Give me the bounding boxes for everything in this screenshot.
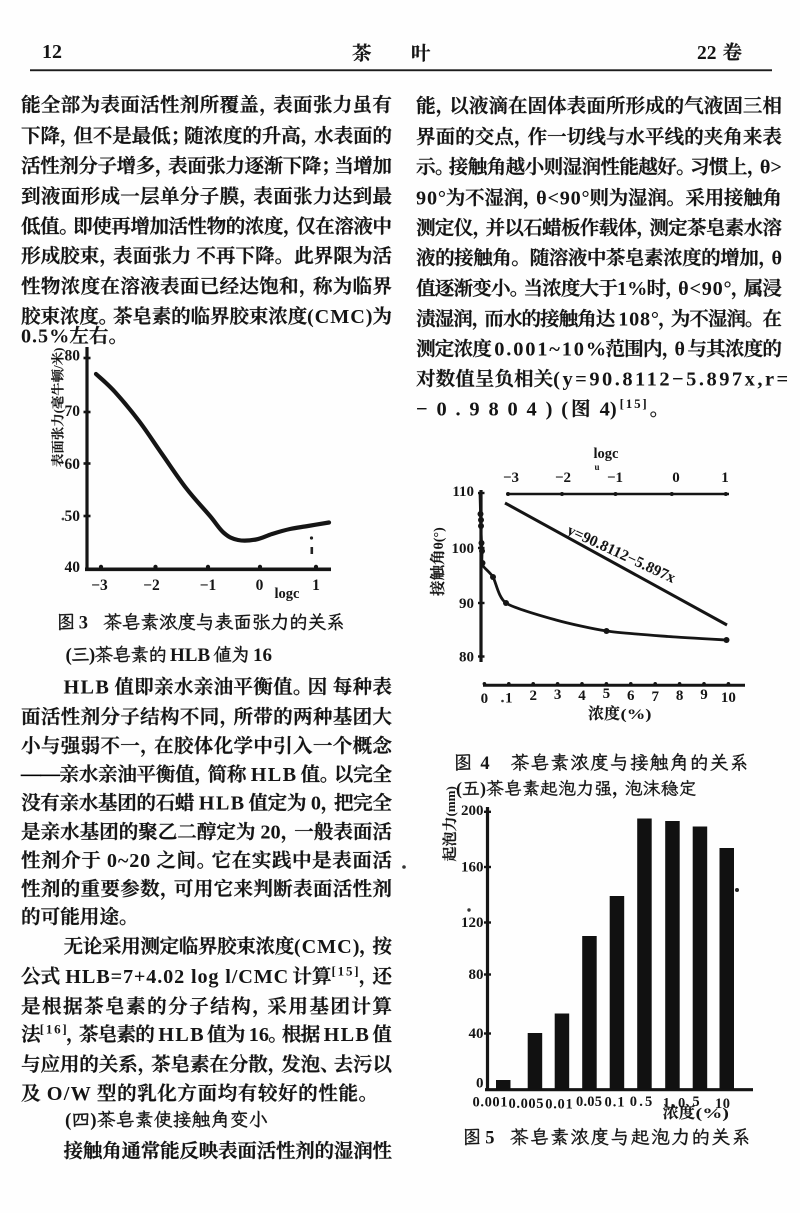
svg-text:HLB: HLB <box>199 793 244 815</box>
svg-text:θ<90°: θ<90° <box>536 188 589 210</box>
svg-text:[15]: [15] <box>620 396 647 411</box>
svg-text:): ) <box>480 779 486 800</box>
svg-text:u: u <box>594 462 599 472</box>
svg-text:3: 3 <box>79 613 88 633</box>
svg-text:(mm): (mm) <box>443 786 458 816</box>
svg-text:θ(°): θ(°) <box>432 527 447 550</box>
svg-text:−1: −1 <box>607 470 623 486</box>
svg-text:logc: logc <box>275 586 301 602</box>
svg-text:60: 60 <box>65 456 81 473</box>
svg-text:3: 3 <box>554 687 562 703</box>
svg-text:80: 80 <box>469 967 484 983</box>
svg-text:(CMC): (CMC) <box>307 306 373 328</box>
svg-text:0.1: 0.1 <box>605 1095 625 1111</box>
svg-text:6: 6 <box>627 688 635 704</box>
svg-text:90: 90 <box>459 596 474 612</box>
svg-text:16: 16 <box>253 645 272 666</box>
svg-text:): ) <box>89 645 95 666</box>
svg-text:1.0: 1.0 <box>663 1096 686 1112</box>
svg-text:108°: 108° <box>618 309 659 331</box>
svg-text:90°: 90° <box>416 188 446 210</box>
svg-text:−3: −3 <box>91 577 108 594</box>
svg-text:0: 0 <box>476 1076 484 1092</box>
svg-text:16: 16 <box>249 1024 269 1046</box>
svg-text:70: 70 <box>65 403 81 420</box>
svg-text:(%): (%) <box>621 707 652 723</box>
svg-text:(y=90.8112−5.897x,r=: (y=90.8112−5.897x,r= <box>553 369 788 391</box>
svg-text:(: ( <box>66 645 72 666</box>
svg-text:θ: θ <box>675 339 685 361</box>
svg-text:HLB: HLB <box>170 645 210 666</box>
svg-text:HLB: HLB <box>251 764 296 786</box>
svg-text:4): 4) <box>600 399 617 421</box>
svg-text:5: 5 <box>692 1094 699 1110</box>
svg-text:0.01: 0.01 <box>545 1097 573 1113</box>
svg-text:−2: −2 <box>555 470 571 486</box>
svg-text:θ: θ <box>771 248 782 270</box>
svg-text:7: 7 <box>651 689 659 705</box>
svg-text:10: 10 <box>715 1096 730 1112</box>
svg-text:−0.9804)(: −0.9804)( <box>416 399 568 421</box>
svg-text:4: 4 <box>480 753 489 773</box>
svg-text:y=90.8112−5.897x: y=90.8112−5.897x <box>564 522 678 587</box>
svg-text:(: ( <box>51 409 66 413</box>
svg-text:2: 2 <box>529 688 537 704</box>
svg-text:20: 20 <box>260 822 280 844</box>
svg-text:80: 80 <box>65 348 81 365</box>
svg-text:40: 40 <box>65 559 81 576</box>
svg-text:1%: 1% <box>617 278 647 300</box>
svg-text:O/W: O/W <box>47 1083 91 1105</box>
svg-text:−3: −3 <box>503 470 519 486</box>
svg-text:22: 22 <box>697 43 717 64</box>
svg-text:50: 50 <box>65 508 81 525</box>
svg-text:HLB: HLB <box>324 1024 369 1046</box>
svg-text:θ>: θ> <box>760 157 782 179</box>
svg-text:HLB: HLB <box>64 677 109 699</box>
svg-text:0: 0 <box>672 470 680 486</box>
svg-text:θ<90°: θ<90° <box>678 278 731 300</box>
svg-text:0.05: 0.05 <box>576 1094 602 1110</box>
svg-text:): ) <box>90 1110 96 1131</box>
svg-text:5: 5 <box>485 1128 494 1148</box>
svg-text:5: 5 <box>603 686 611 702</box>
svg-text:(: ( <box>456 779 462 800</box>
svg-text:0.001: 0.001 <box>473 1095 508 1111</box>
svg-text:200: 200 <box>461 803 484 819</box>
svg-text:/: / <box>51 365 66 370</box>
svg-text:0~20: 0~20 <box>107 850 150 872</box>
svg-text:100: 100 <box>452 541 475 557</box>
svg-text:4: 4 <box>578 688 586 704</box>
svg-text:0.001~10%: 0.001~10% <box>494 339 606 361</box>
svg-text:160: 160 <box>461 860 484 876</box>
svg-text:12: 12 <box>42 41 62 63</box>
svg-text:−2: −2 <box>143 577 160 594</box>
svg-text:9: 9 <box>700 687 708 703</box>
svg-text:(%): (%) <box>696 1106 730 1122</box>
svg-text:80: 80 <box>459 650 474 666</box>
svg-text:40: 40 <box>469 1026 484 1042</box>
svg-text:0: 0 <box>481 691 489 707</box>
svg-text:8: 8 <box>676 688 684 704</box>
svg-text:10: 10 <box>721 690 736 706</box>
svg-text:(: ( <box>65 1110 71 1131</box>
svg-text:1: 1 <box>312 577 320 594</box>
svg-text:0: 0 <box>311 793 321 815</box>
svg-text:): ) <box>51 348 66 352</box>
svg-text:[16]: [16] <box>40 1021 67 1036</box>
svg-text:0.005: 0.005 <box>509 1096 544 1112</box>
svg-text:HLB: HLB <box>158 1024 203 1046</box>
svg-text:0.5%: 0.5% <box>21 326 69 348</box>
svg-text:1: 1 <box>505 691 513 707</box>
svg-text:110: 110 <box>452 484 474 500</box>
svg-text:(CMC): (CMC) <box>294 936 360 958</box>
svg-text:0.5: 0.5 <box>630 1094 653 1110</box>
svg-text:logc: logc <box>594 446 620 462</box>
svg-text:[15]: [15] <box>332 963 359 978</box>
svg-text:1: 1 <box>721 470 729 486</box>
svg-text:HLB=7+4.02 log l/CMC: HLB=7+4.02 log l/CMC <box>65 966 288 988</box>
svg-text:120: 120 <box>461 915 484 931</box>
svg-text:0: 0 <box>256 577 264 594</box>
svg-text:−1: −1 <box>200 577 217 594</box>
